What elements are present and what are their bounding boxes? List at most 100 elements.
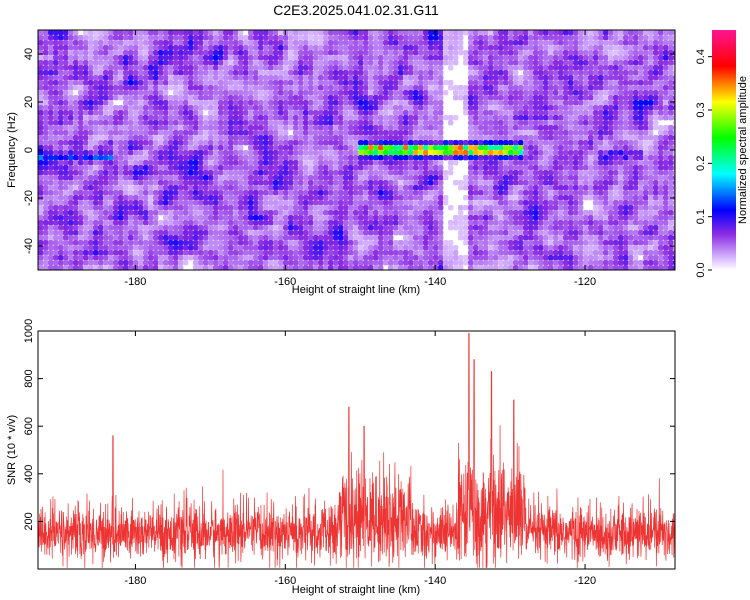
heatmap-cell (588, 225, 594, 231)
heatmap-cell (578, 220, 584, 226)
heatmap-cell (653, 190, 659, 196)
heatmap-cell (563, 195, 569, 201)
heatmap-cell (68, 175, 74, 181)
heatmap-cell (213, 215, 219, 221)
heatmap-cell (588, 110, 594, 116)
heatmap-cell (398, 110, 404, 116)
heatmap-cell (143, 40, 149, 46)
heatmap-cell (133, 125, 139, 131)
heatmap-cell (243, 210, 249, 216)
heatmap-cell (263, 170, 269, 176)
heatmap-cell (373, 185, 379, 191)
heatmap-cell (338, 155, 344, 161)
heatmap-cell (63, 100, 69, 106)
heatmap-cell (63, 170, 69, 176)
heatmap-cell (468, 60, 474, 66)
heatmap-cell (303, 160, 309, 166)
heatmap-cell (183, 205, 189, 211)
heatmap-cell (538, 170, 544, 176)
heatmap-cell (223, 185, 229, 191)
heatmap-cell (668, 40, 674, 46)
heatmap-cell (648, 190, 654, 196)
heatmap-cell (598, 125, 604, 131)
heatmap-cell (283, 225, 289, 231)
heatmap-cell (143, 100, 149, 106)
heatmap-cell (658, 200, 664, 206)
heatmap-cell (433, 165, 439, 171)
heatmap-cell (103, 70, 109, 76)
heatmap-cell (353, 210, 359, 216)
heatmap-cell (108, 40, 114, 46)
heatmap-cell (533, 130, 539, 136)
heatmap-cell (233, 215, 239, 221)
heatmap-cell (268, 35, 274, 41)
heatmap-cell (153, 65, 159, 71)
heatmap-cell (408, 35, 414, 41)
heatmap-cell (143, 90, 149, 96)
heatmap-cell (223, 45, 229, 51)
heatmap-cell (548, 180, 554, 186)
heatmap-cell (603, 90, 609, 96)
heatmap-cell (493, 185, 499, 191)
heatmap-cell (428, 205, 434, 211)
heatmap-cell (623, 85, 629, 91)
heatmap-cell (188, 160, 194, 166)
heatmap-cell (658, 160, 664, 166)
heatmap-cell (408, 135, 414, 141)
heatmap-cell (413, 100, 419, 106)
heatmap-cell (173, 220, 179, 226)
heatmap-cell (178, 220, 184, 226)
heatmap-cell (388, 65, 394, 71)
heatmap-cell (363, 145, 369, 151)
heatmap-cell (283, 210, 289, 216)
heatmap-cell (653, 75, 659, 81)
heatmap-cell (38, 40, 44, 46)
heatmap-cell (473, 220, 479, 226)
heatmap-cell (38, 80, 44, 86)
heatmap-cell (673, 30, 675, 36)
heatmap-cell (673, 80, 675, 86)
heatmap-cell (608, 135, 614, 141)
heatmap-cell (293, 50, 299, 56)
heatmap-cell (38, 160, 44, 166)
heatmap-cell (518, 125, 524, 131)
heatmap-cell (358, 65, 364, 71)
heatmap-cell (88, 90, 94, 96)
heatmap-cell (168, 55, 174, 61)
heatmap-cell (123, 150, 129, 156)
heatmap-cell (613, 125, 619, 131)
heatmap-cell (438, 75, 444, 81)
heatmap-cell (493, 180, 499, 186)
heatmap-cell (133, 195, 139, 201)
heatmap-cell (623, 200, 629, 206)
heatmap-cell (443, 50, 449, 56)
heatmap-cell (138, 185, 144, 191)
heatmap-cell (43, 125, 49, 131)
heatmap-cell (538, 225, 544, 231)
heatmap-cell (58, 105, 64, 111)
heatmap-cell (213, 125, 219, 131)
heatmap-cell (418, 180, 424, 186)
heatmap-cell (603, 125, 609, 131)
heatmap-cell (403, 145, 409, 151)
heatmap-cell (578, 195, 584, 201)
heatmap-cell (173, 45, 179, 51)
heatmap-cell (403, 75, 409, 81)
heatmap-cell (588, 140, 594, 146)
heatmap-cell (238, 205, 244, 211)
heatmap-cell (448, 35, 454, 41)
heatmap-cell (418, 195, 424, 201)
heatmap-cell (298, 200, 304, 206)
heatmap-cell (133, 170, 139, 176)
heatmap-cell (158, 180, 164, 186)
heatmap-cell (153, 55, 159, 61)
heatmap-cell (173, 155, 179, 161)
heatmap-cell (583, 80, 589, 86)
heatmap-cell (423, 95, 429, 101)
heatmap-cell (288, 60, 294, 66)
heatmap-cell (148, 75, 154, 81)
heatmap-cell (663, 110, 669, 116)
heatmap-cell (593, 165, 599, 171)
heatmap-cell (303, 215, 309, 221)
heatmap-cell (303, 125, 309, 131)
